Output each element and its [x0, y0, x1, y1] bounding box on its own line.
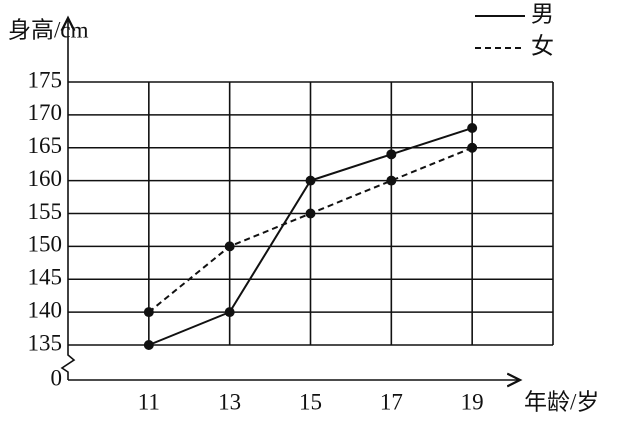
x-tick-label: 17: [380, 389, 403, 414]
data-point: [386, 149, 397, 160]
data-point: [386, 175, 397, 186]
y-tick-label: 155: [28, 199, 63, 224]
y-tick-label: 150: [28, 232, 63, 257]
y-axis-label: 身高/cm: [8, 17, 89, 42]
data-point: [224, 307, 235, 318]
data-point: [143, 307, 154, 318]
x-tick-label: 15: [299, 389, 322, 414]
y-tick-label: 165: [28, 133, 63, 158]
y-tick-label: 145: [28, 265, 63, 290]
x-tick-label: 19: [461, 389, 484, 414]
data-point: [467, 142, 478, 153]
y-tick-label: 175: [28, 67, 63, 92]
legend-label: 男: [531, 1, 554, 26]
data-point: [467, 123, 478, 134]
y-tick-label: 140: [28, 297, 63, 322]
x-tick-label: 13: [218, 389, 241, 414]
x-tick-label: 11: [138, 389, 160, 414]
data-point: [143, 340, 154, 350]
x-axis-label: 年龄/岁: [524, 389, 599, 414]
legend-label: 女: [531, 33, 554, 58]
y-tick-label: 0: [51, 365, 63, 390]
y-tick-label: 170: [28, 100, 63, 125]
data-point: [305, 208, 316, 219]
data-point: [224, 241, 235, 252]
y-tick-label: 135: [28, 330, 63, 355]
axis-break: [60, 345, 76, 380]
data-point: [305, 175, 316, 186]
y-tick-label: 160: [28, 166, 63, 191]
